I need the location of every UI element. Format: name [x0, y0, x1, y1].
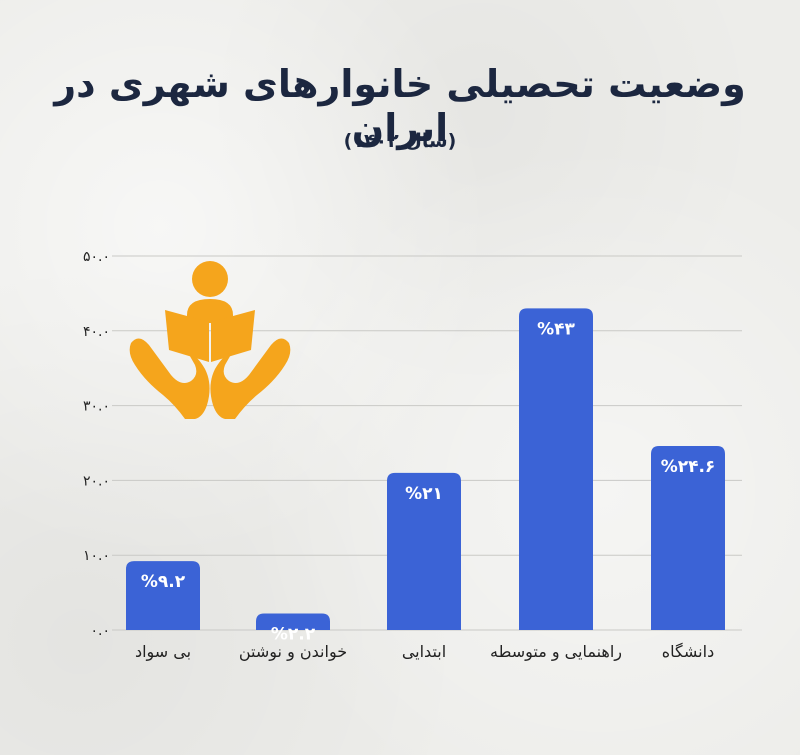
y-tick-label: ۱۰.۰	[83, 548, 110, 564]
bar-value-label: %۲۱	[405, 484, 443, 504]
bars: %۹.۲ %۲.۲ %۲۱ %۴۳ %۲۴.۶	[126, 308, 725, 645]
y-tick-label: ۳۰.۰	[83, 399, 110, 415]
bar-value-label: %۴۳	[537, 319, 575, 339]
bar-value-label: %۲۴.۶	[661, 457, 716, 477]
education-hands-icon	[129, 261, 291, 419]
y-tick-label: ۴۰.۰	[83, 324, 110, 340]
y-tick-label: ۵۰.۰	[83, 249, 110, 265]
x-category-label: ابتدایی	[402, 642, 446, 661]
bar	[387, 472, 461, 630]
bar-value-label: %۹.۲	[141, 572, 186, 592]
chart-title: وضعیت تحصیلی خانوارهای شهری در ایران	[54, 62, 746, 150]
bar	[519, 308, 593, 630]
y-tick-label: ۰.۰	[91, 623, 111, 639]
x-category-label: بی سواد	[135, 642, 191, 662]
x-category-label: خواندن و نوشتن	[239, 642, 347, 662]
y-axis-ticks: ۰.۰ ۱۰.۰ ۲۰.۰ ۳۰.۰ ۴۰.۰ ۵۰.۰	[83, 249, 110, 639]
bar	[256, 613, 330, 630]
x-axis-labels: بی سواد خواندن و نوشتن ابتدایی راهنمایی و م…	[135, 642, 714, 662]
bar-value-label: %۲.۲	[271, 625, 316, 645]
y-tick-label: ۲۰.۰	[83, 473, 110, 489]
x-category-label: دانشگاه	[662, 642, 714, 661]
bar	[126, 561, 200, 630]
x-category-label: راهنمایی و متوسطه	[490, 642, 622, 662]
chart-subtitle: (سال ۱۴۰۲)	[343, 130, 457, 152]
bar	[651, 445, 725, 630]
